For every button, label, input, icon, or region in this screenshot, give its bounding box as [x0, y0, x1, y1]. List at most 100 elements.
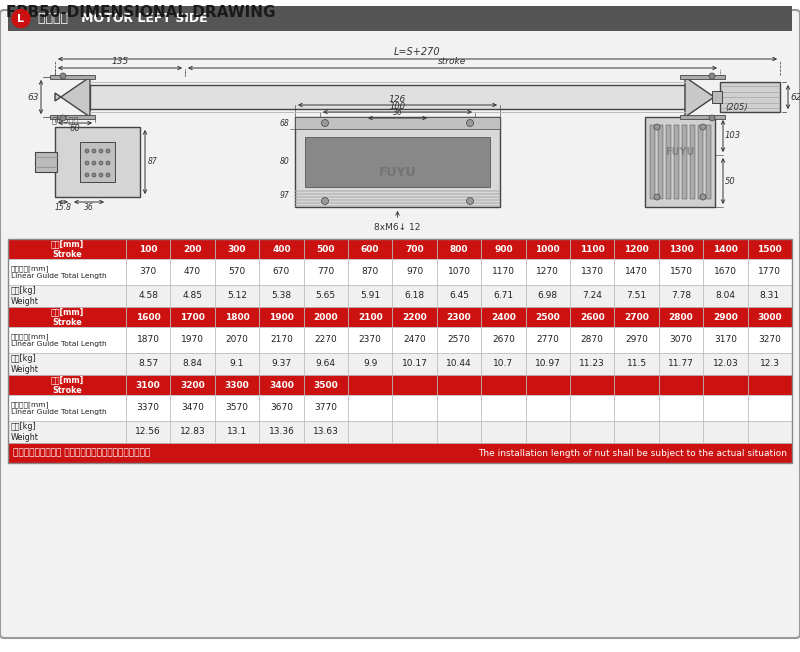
- Circle shape: [85, 173, 89, 177]
- Text: 97: 97: [279, 190, 289, 200]
- Text: 68: 68: [279, 119, 289, 128]
- Text: 8.31: 8.31: [760, 291, 780, 301]
- Circle shape: [92, 173, 96, 177]
- Bar: [348, 375, 392, 395]
- Bar: [570, 285, 614, 307]
- Text: 5.12: 5.12: [227, 291, 247, 301]
- Text: 1670: 1670: [714, 267, 737, 276]
- Circle shape: [654, 124, 660, 130]
- Text: 5.91: 5.91: [360, 291, 380, 301]
- Bar: [482, 239, 526, 259]
- Bar: [35, 152, 57, 172]
- Text: 1570: 1570: [670, 267, 693, 276]
- Text: 370: 370: [139, 267, 157, 276]
- Bar: [259, 375, 303, 395]
- Circle shape: [12, 10, 30, 27]
- Circle shape: [466, 119, 474, 126]
- Bar: [348, 239, 392, 259]
- Text: 103: 103: [725, 132, 741, 140]
- Bar: [392, 375, 437, 395]
- Text: 2100: 2100: [358, 312, 382, 321]
- Bar: [8, 327, 126, 353]
- Text: 11.5: 11.5: [626, 359, 646, 368]
- Bar: [570, 307, 614, 327]
- Bar: [214, 259, 259, 285]
- Bar: [666, 125, 671, 199]
- Circle shape: [700, 194, 706, 200]
- Text: 4.58: 4.58: [138, 291, 158, 301]
- Bar: [482, 395, 526, 421]
- Text: 2200: 2200: [402, 312, 427, 321]
- Bar: [214, 353, 259, 375]
- Text: 87: 87: [148, 158, 158, 166]
- Text: FUYU: FUYU: [378, 166, 416, 179]
- Bar: [614, 259, 659, 285]
- Bar: [712, 91, 722, 103]
- Text: 寓M5螺母: 寓M5螺母: [51, 115, 78, 124]
- Bar: [703, 285, 747, 307]
- Bar: [747, 327, 792, 353]
- Circle shape: [106, 161, 110, 165]
- Text: 3270: 3270: [758, 336, 782, 344]
- Bar: [259, 421, 303, 443]
- Bar: [8, 443, 792, 463]
- Bar: [482, 259, 526, 285]
- Text: 3400: 3400: [269, 381, 294, 389]
- Bar: [674, 125, 679, 199]
- Text: 7.78: 7.78: [671, 291, 691, 301]
- Text: 2970: 2970: [625, 336, 648, 344]
- Bar: [8, 421, 126, 443]
- Bar: [703, 239, 747, 259]
- Text: 5.38: 5.38: [271, 291, 291, 301]
- Text: 670: 670: [273, 267, 290, 276]
- Text: 5.65: 5.65: [316, 291, 336, 301]
- Text: 1900: 1900: [269, 312, 294, 321]
- Text: 2300: 2300: [446, 312, 471, 321]
- Bar: [614, 395, 659, 421]
- Text: 1500: 1500: [758, 244, 782, 254]
- Bar: [295, 193, 500, 195]
- Bar: [482, 353, 526, 375]
- Bar: [614, 327, 659, 353]
- Bar: [170, 239, 214, 259]
- Text: 400: 400: [272, 244, 290, 254]
- Text: 10.17: 10.17: [402, 359, 427, 368]
- Text: 3300: 3300: [225, 381, 250, 389]
- Text: 135: 135: [111, 57, 129, 67]
- Text: L=S+270: L=S+270: [394, 47, 440, 57]
- Text: 重量[kg]
Weight: 重量[kg] Weight: [11, 422, 39, 442]
- Bar: [437, 285, 482, 307]
- Text: 62: 62: [790, 93, 800, 102]
- Bar: [295, 199, 500, 201]
- Bar: [126, 375, 170, 395]
- Bar: [690, 125, 695, 199]
- Text: 1770: 1770: [758, 267, 782, 276]
- Text: 1000: 1000: [535, 244, 560, 254]
- Bar: [526, 259, 570, 285]
- Text: 126: 126: [389, 95, 406, 104]
- Bar: [437, 375, 482, 395]
- Bar: [703, 421, 747, 443]
- Bar: [392, 327, 437, 353]
- Bar: [482, 421, 526, 443]
- Text: 9.9: 9.9: [363, 359, 378, 368]
- Bar: [482, 327, 526, 353]
- Bar: [526, 285, 570, 307]
- Bar: [570, 327, 614, 353]
- Bar: [720, 82, 780, 112]
- Text: 2500: 2500: [535, 312, 560, 321]
- Text: 1300: 1300: [669, 244, 694, 254]
- Bar: [703, 327, 747, 353]
- Circle shape: [322, 119, 329, 126]
- Text: 8xM6↓ 12: 8xM6↓ 12: [374, 212, 421, 232]
- Bar: [659, 395, 703, 421]
- Text: 470: 470: [184, 267, 201, 276]
- Text: 1100: 1100: [580, 244, 605, 254]
- Text: 2170: 2170: [270, 336, 293, 344]
- Text: 13.36: 13.36: [269, 428, 294, 436]
- Text: 200: 200: [183, 244, 202, 254]
- Text: 3500: 3500: [314, 381, 338, 389]
- Text: 3100: 3100: [136, 381, 161, 389]
- Text: 11.77: 11.77: [668, 359, 694, 368]
- Bar: [482, 375, 526, 395]
